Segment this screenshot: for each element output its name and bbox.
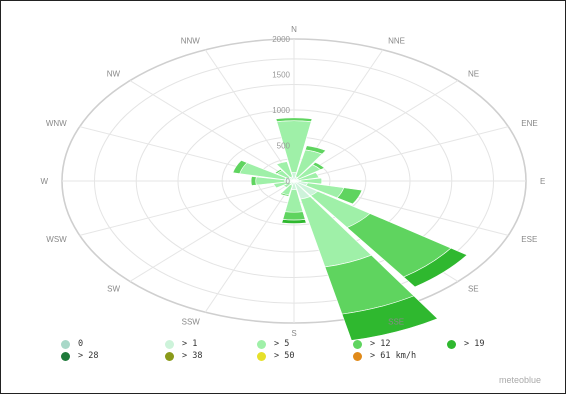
direction-label-e: E <box>540 177 545 186</box>
legend-swatch <box>165 339 174 349</box>
grid-spoke <box>293 80 459 182</box>
legend-item-2[interactable]: > 5 <box>257 339 289 349</box>
direction-label-ne: NE <box>468 70 479 79</box>
legend-swatch <box>61 351 70 361</box>
radial-tick-label: 1000 <box>272 106 290 115</box>
direction-label-n: N <box>291 25 297 34</box>
direction-label-s: S <box>291 329 296 338</box>
legend-label: > 12 <box>370 339 391 349</box>
rose-sector-s <box>281 219 307 224</box>
legend-item-1[interactable]: > 1 <box>165 339 197 349</box>
rose-sector-sse <box>341 295 439 341</box>
grid-spoke <box>129 80 295 182</box>
grid-spoke <box>79 180 295 236</box>
legend-item-3[interactable]: > 12 <box>353 339 390 349</box>
rose-sector-nne <box>304 145 327 155</box>
direction-label-ene: ENE <box>521 119 537 128</box>
rose-sector-n <box>275 117 313 122</box>
direction-label-se: SE <box>468 284 479 293</box>
rose-sector-e <box>300 177 323 185</box>
legend-swatch <box>257 351 266 361</box>
rose-sector-nw <box>274 169 283 175</box>
legend-label: > 19 <box>464 339 485 349</box>
rose-sector-wnw <box>232 160 248 174</box>
rose-sector-ese <box>336 187 363 205</box>
legend-label: > 50 <box>274 351 295 361</box>
direction-label-nw: NW <box>107 70 121 79</box>
rose-sector-nnw <box>275 161 293 178</box>
rose-sector-wsw <box>273 181 289 189</box>
legend-swatch <box>165 351 174 361</box>
legend-swatch <box>257 339 266 349</box>
legend-swatch <box>353 351 362 361</box>
rose-sector-ne <box>312 162 325 170</box>
direction-label-sse: SSE <box>388 317 404 326</box>
legend-label: > 28 <box>78 351 99 361</box>
legend-label: 0 <box>78 339 84 349</box>
legend-row-1: 0 > 1 > 5 > 12 > 19 <box>61 339 541 351</box>
grid-spoke <box>293 126 509 182</box>
grid-spoke <box>129 180 295 282</box>
direction-label-nne: NNE <box>388 37 405 46</box>
legend-item-8[interactable]: > 61 km/h <box>353 351 416 361</box>
direction-label-wsw: WSW <box>46 235 67 244</box>
legend-item-0[interactable]: 0 <box>61 339 83 349</box>
direction-label-ssw: SSW <box>182 317 201 326</box>
legend-label: > 61 km/h <box>370 351 417 361</box>
legend-swatch <box>61 339 70 349</box>
legend-swatch <box>447 339 456 349</box>
grid-spoke <box>204 180 295 313</box>
legend-label: > 1 <box>182 339 198 349</box>
legend-label: > 38 <box>182 351 203 361</box>
rose-sector-w <box>250 176 257 186</box>
credit-label: meteoblue <box>498 375 541 385</box>
direction-label-nnw: NNW <box>181 37 201 46</box>
rose-sector-s <box>282 211 306 221</box>
rose-sector-ene <box>297 172 320 181</box>
rose-sector-se <box>403 247 468 288</box>
rose-sector-sw <box>282 182 292 188</box>
legend-label: > 5 <box>274 339 290 349</box>
legend-item-6[interactable]: > 38 <box>165 351 202 361</box>
legend-item-7[interactable]: > 50 <box>257 351 294 361</box>
direction-label-wnw: WNW <box>46 119 67 128</box>
rose-sector-ssw <box>279 192 290 197</box>
radial-tick-label: 2000 <box>272 35 290 44</box>
legend: 0 > 1 > 5 > 12 > 19 > 28 <box>61 339 541 363</box>
center-tick-label: 0 <box>286 177 291 186</box>
radial-tick-label: 1500 <box>272 71 290 80</box>
direction-label-sw: SW <box>107 284 120 293</box>
grid-spoke <box>204 49 295 182</box>
legend-row-2: > 28 > 38 > 50 > 61 km/h <box>61 351 541 363</box>
direction-label-w: W <box>40 177 48 186</box>
radial-tick-label: 500 <box>277 142 291 151</box>
legend-swatch <box>353 339 362 349</box>
legend-item-5[interactable]: > 28 <box>61 351 98 361</box>
direction-label-ese: ESE <box>521 235 537 244</box>
legend-item-4[interactable]: > 19 <box>447 339 484 349</box>
